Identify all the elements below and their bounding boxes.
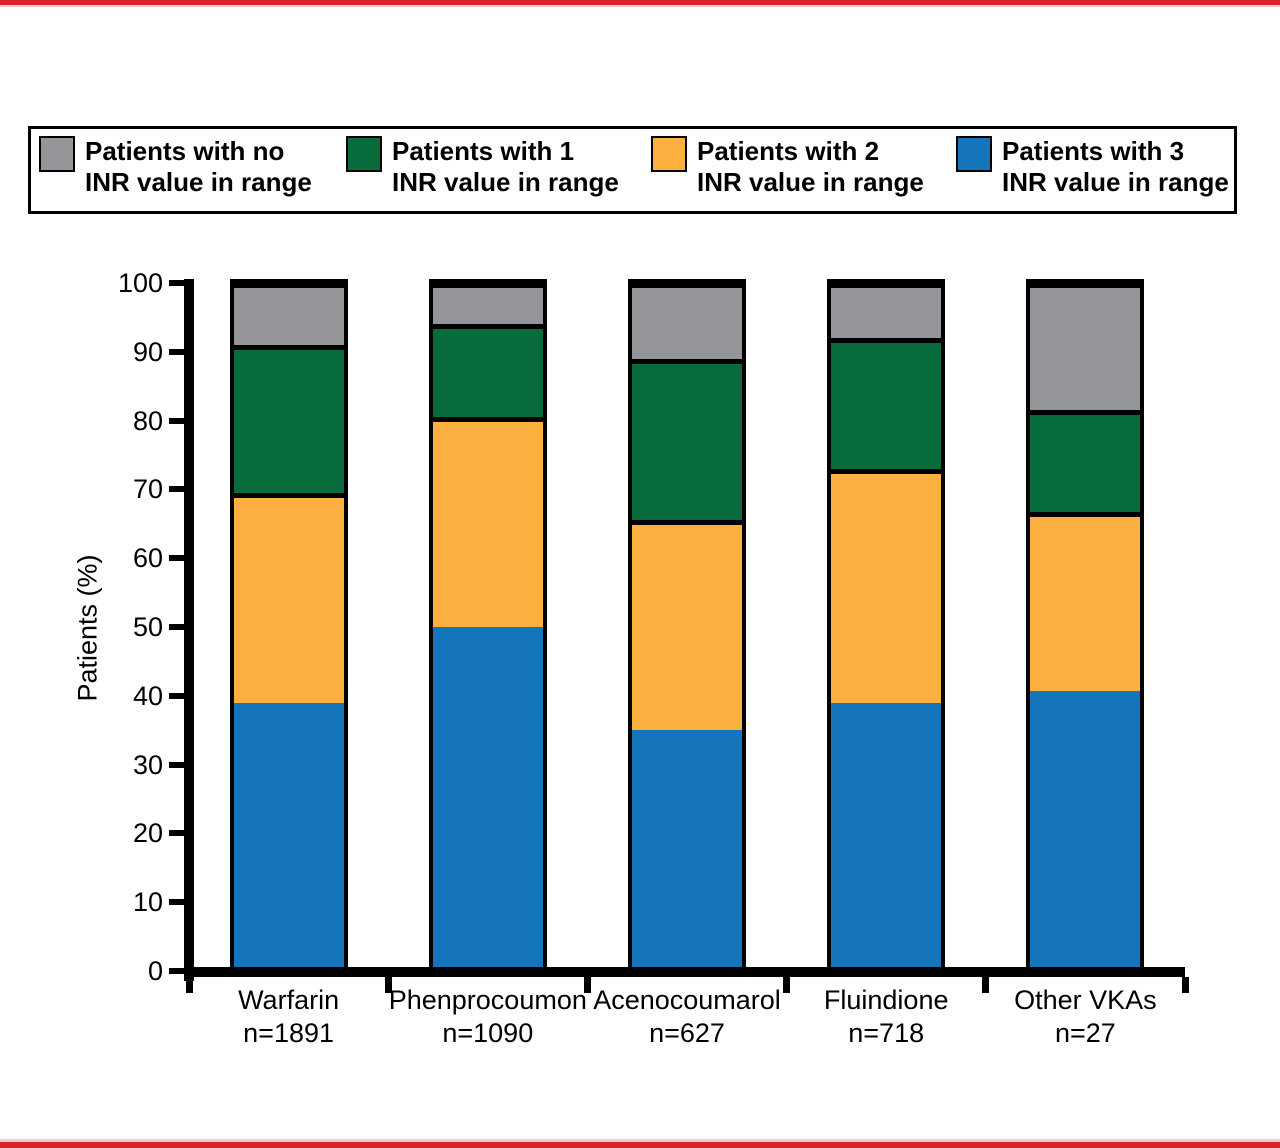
x-tick-5 [1181, 977, 1189, 993]
y-axis-line [184, 279, 194, 981]
x-label-drug-name: Acenocoumarol [593, 985, 781, 1015]
legend-swatch-3-inr-icon [956, 136, 992, 172]
bar-segment-other-vkas-2-inr [1030, 512, 1141, 691]
x-axis-line [184, 967, 1185, 977]
x-label-other-vkas: Other VKAs n=27 [975, 984, 1195, 1050]
bar-segment-acenocoumarol-no-inr [632, 283, 742, 359]
y-tick-label-100: 100 [117, 268, 163, 298]
bar-segment-warfarin-2-inr [233, 492, 344, 703]
legend-item-3-inr: Patients with 3 INR value in range [956, 136, 1229, 198]
legend-label-line2: INR value in range [85, 167, 312, 197]
y-tick-40 [169, 692, 184, 699]
bar-segment-fluindione-no-inr [831, 283, 942, 339]
legend-item-1-inr: Patients with 1 INR value in range [346, 136, 619, 198]
y-tick-label-20: 20 [132, 818, 163, 849]
bar-segment-other-vkas-no-inr [1030, 283, 1141, 411]
legend-label-line2: INR value in range [697, 167, 924, 197]
bar-other-vkas [1026, 279, 1145, 975]
x-tick-0 [185, 977, 193, 993]
x-label-drug-name: Other VKAs [1014, 985, 1157, 1015]
legend-swatch-no-inr-icon [39, 136, 75, 172]
legend-label-no-inr: Patients with no INR value in range [85, 136, 312, 198]
legend-swatch-2-inr-icon [651, 136, 687, 172]
legend-label-line1: Patients with 2 [697, 136, 880, 166]
y-tick-90 [169, 348, 184, 355]
legend-label-line1: Patients with 3 [1002, 136, 1185, 166]
x-label-drug-name: Phenprocoumon [388, 985, 587, 1015]
x-label-n-value: n=627 [649, 1018, 725, 1048]
y-tick-10 [169, 899, 184, 906]
y-tick-label-10: 10 [132, 887, 163, 918]
x-label-fluindione: Fluindione n=718 [776, 984, 996, 1050]
legend-swatch-1-inr-icon [346, 136, 382, 172]
y-tick-label-80: 80 [132, 405, 163, 436]
bar-segment-phenprocoumon-2-inr [432, 417, 543, 627]
x-label-n-value: n=1891 [243, 1018, 335, 1048]
bar-fluindione [827, 279, 946, 975]
x-tick-4 [982, 977, 990, 993]
x-label-drug-name: Warfarin [238, 985, 340, 1015]
bar-segment-phenprocoumon-1-inr [432, 324, 543, 418]
bar-segment-warfarin-no-inr [233, 283, 344, 345]
bar-segment-fluindione-2-inr [831, 468, 942, 703]
legend-label-line2: INR value in range [1002, 167, 1229, 197]
bar-phenprocoumon [428, 279, 547, 975]
legend: Patients with no INR value in range Patien… [28, 126, 1237, 214]
x-label-n-value: n=718 [848, 1018, 925, 1048]
bar-segment-other-vkas-1-inr [1030, 410, 1141, 513]
bar-warfarin [229, 279, 348, 975]
bar-acenocoumarol [628, 279, 746, 975]
x-tick-1 [384, 977, 392, 993]
bar-segment-phenprocoumon-no-inr [432, 283, 543, 325]
bar-segment-acenocoumarol-3-inr [632, 730, 742, 971]
legend-item-2-inr: Patients with 2 INR value in range [651, 136, 924, 198]
x-label-phenprocoumon: Phenprocoumon n=1090 [378, 984, 598, 1050]
legend-label-line2: INR value in range [392, 167, 619, 197]
bar-segment-other-vkas-3-inr [1030, 690, 1141, 971]
y-tick-30 [169, 761, 184, 768]
legend-label-line1: Patients with no [85, 136, 285, 166]
x-label-acenocoumarol: Acenocoumarol n=627 [577, 984, 797, 1050]
bottom-red-rule [0, 1142, 1280, 1148]
y-tick-20 [169, 830, 184, 837]
bar-segment-phenprocoumon-3-inr [432, 627, 543, 971]
y-tick-0 [169, 968, 184, 974]
y-tick-label-0: 0 [147, 956, 163, 986]
y-tick-label-50: 50 [132, 612, 163, 642]
y-tick-label-30: 30 [132, 749, 163, 780]
y-tick-50 [169, 624, 184, 630]
y-tick-80 [169, 417, 184, 424]
x-label-warfarin: Warfarin n=1891 [179, 984, 399, 1050]
legend-label-2-inr: Patients with 2 INR value in range [697, 136, 924, 198]
y-tick-100 [169, 280, 184, 286]
x-tick-3 [783, 977, 791, 993]
legend-label-3-inr: Patients with 3 INR value in range [1002, 136, 1229, 198]
y-tick-label-90: 90 [132, 336, 163, 367]
bar-segment-warfarin-3-inr [233, 702, 344, 971]
bar-segment-acenocoumarol-1-inr [632, 358, 742, 521]
legend-label-1-inr: Patients with 1 INR value in range [392, 136, 619, 198]
top-red-rule [0, 0, 1280, 5]
bar-segment-fluindione-3-inr [831, 702, 942, 971]
y-tick-70 [169, 486, 184, 493]
y-tick-label-60: 60 [132, 543, 163, 574]
x-label-n-value: n=27 [1054, 1018, 1116, 1048]
top-red-rule-fade [0, 5, 1280, 7]
y-tick-label-70: 70 [132, 474, 163, 505]
y-tick-label-40: 40 [132, 680, 163, 711]
x-label-n-value: n=1090 [442, 1018, 534, 1048]
bar-segment-fluindione-1-inr [831, 338, 942, 469]
legend-item-no-inr: Patients with no INR value in range [39, 136, 312, 198]
x-tick-2 [583, 977, 591, 993]
y-tick-60 [169, 555, 184, 562]
legend-label-line1: Patients with 1 [392, 136, 575, 166]
bar-segment-warfarin-1-inr [233, 344, 344, 493]
x-label-drug-name: Fluindione [823, 985, 949, 1015]
bottom-red-rule-fade [0, 1139, 1280, 1142]
bar-segment-acenocoumarol-2-inr [632, 520, 742, 731]
